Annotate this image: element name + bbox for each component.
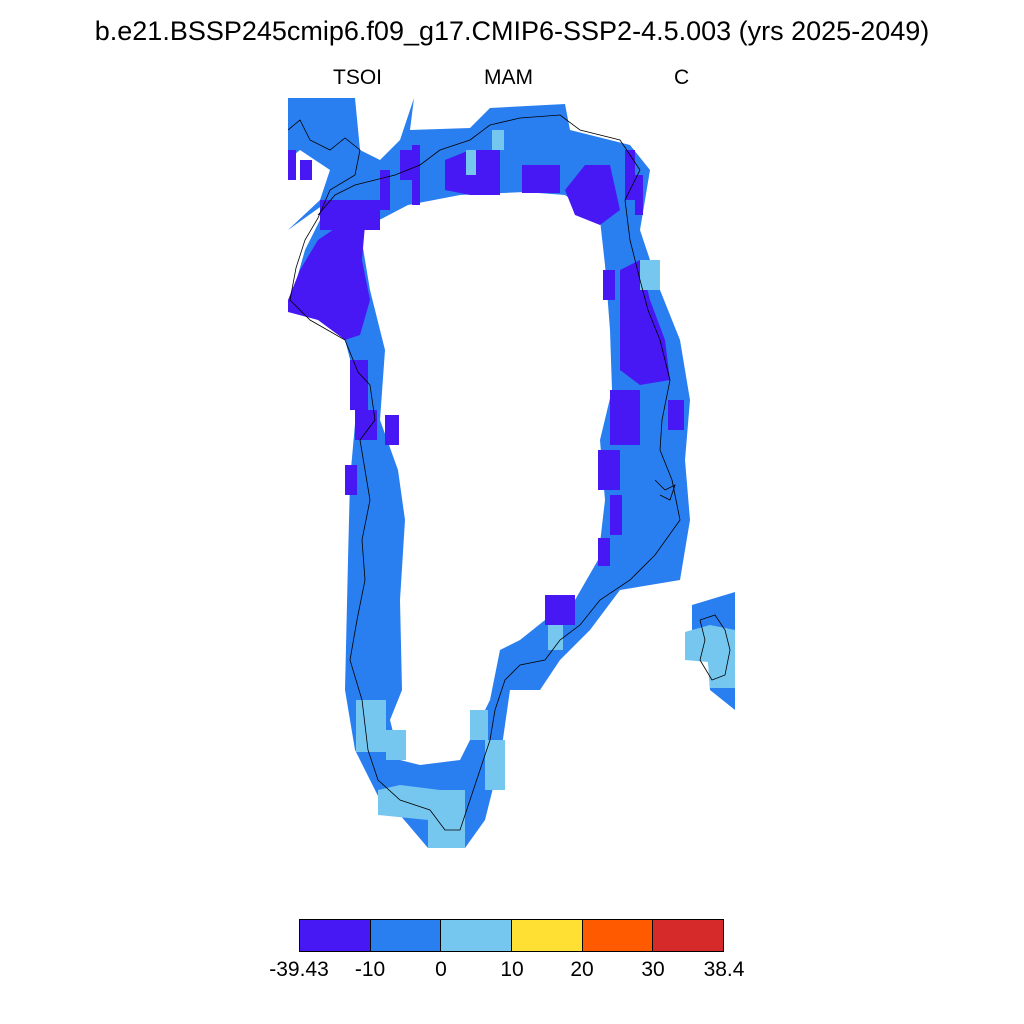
cold-cell xyxy=(598,450,620,490)
colorbar-tick-label: 38.4 xyxy=(703,958,745,981)
mild-cell xyxy=(386,730,406,760)
colorbar-tick-label: -39.43 xyxy=(269,958,329,981)
variable-label: TSOI xyxy=(333,66,383,89)
cold-cell xyxy=(522,165,560,193)
colorbar-box-1 xyxy=(299,919,371,952)
cold-cells-west xyxy=(288,225,370,340)
ice-sheet-interior xyxy=(360,192,612,765)
mild-cell xyxy=(466,150,476,175)
cold-cell xyxy=(300,160,312,180)
cold-cell xyxy=(545,595,575,625)
season-label: MAM xyxy=(484,66,533,89)
colorbar-tick-label: 20 xyxy=(570,958,594,981)
cold-cell xyxy=(380,170,390,210)
cold-cell xyxy=(598,538,610,566)
island-mild xyxy=(685,625,735,688)
cold-cell xyxy=(635,175,643,215)
cold-cells-northeast xyxy=(565,165,620,225)
coastline xyxy=(287,114,731,831)
colorbar-box-4 xyxy=(511,919,583,952)
cold-cell xyxy=(625,150,635,200)
cold-cell xyxy=(603,270,615,300)
colorbar-box-6 xyxy=(652,919,725,952)
mild-cell xyxy=(548,625,563,650)
map-title: b.e21.BSSP245cmip6.f09_g17.CMIP6-SSP2-4.… xyxy=(94,16,930,46)
cold-cell xyxy=(668,400,684,430)
mild-cell xyxy=(485,740,505,790)
coastline-fjord xyxy=(654,479,676,501)
mild-cell xyxy=(492,130,504,150)
coastline-main xyxy=(287,114,681,831)
cold-cells-east xyxy=(620,260,670,385)
mild-cell xyxy=(640,260,660,290)
colorbar-tick-label: 0 xyxy=(435,958,447,981)
colorbar-box-2 xyxy=(369,919,442,952)
no-data-corner xyxy=(288,150,330,230)
colorbar-box-3 xyxy=(440,919,513,952)
cold-cell xyxy=(355,410,377,440)
mild-cells-south xyxy=(378,785,465,848)
colorbar-tick-label: 10 xyxy=(500,958,524,981)
no-data-notch xyxy=(355,98,414,160)
cold-cell xyxy=(610,495,622,535)
colorbar xyxy=(299,919,725,952)
map-cells xyxy=(288,98,735,848)
colorbar-box-5 xyxy=(581,919,654,952)
colorbar-tick-label: 30 xyxy=(641,958,665,981)
colorbar-tick-label: -10 xyxy=(354,958,386,981)
cold-cell xyxy=(288,150,296,180)
cold-cell xyxy=(320,200,380,230)
cold-cell xyxy=(400,150,412,180)
units-label: C xyxy=(674,66,690,89)
cold-cell xyxy=(350,360,368,410)
mild-cell xyxy=(356,700,386,752)
cold-cell xyxy=(412,145,420,205)
mild-cell xyxy=(470,710,488,740)
cold-cell xyxy=(345,465,357,495)
cold-cell xyxy=(610,390,640,445)
cold-cell xyxy=(385,415,399,445)
coastline-island xyxy=(699,614,731,681)
